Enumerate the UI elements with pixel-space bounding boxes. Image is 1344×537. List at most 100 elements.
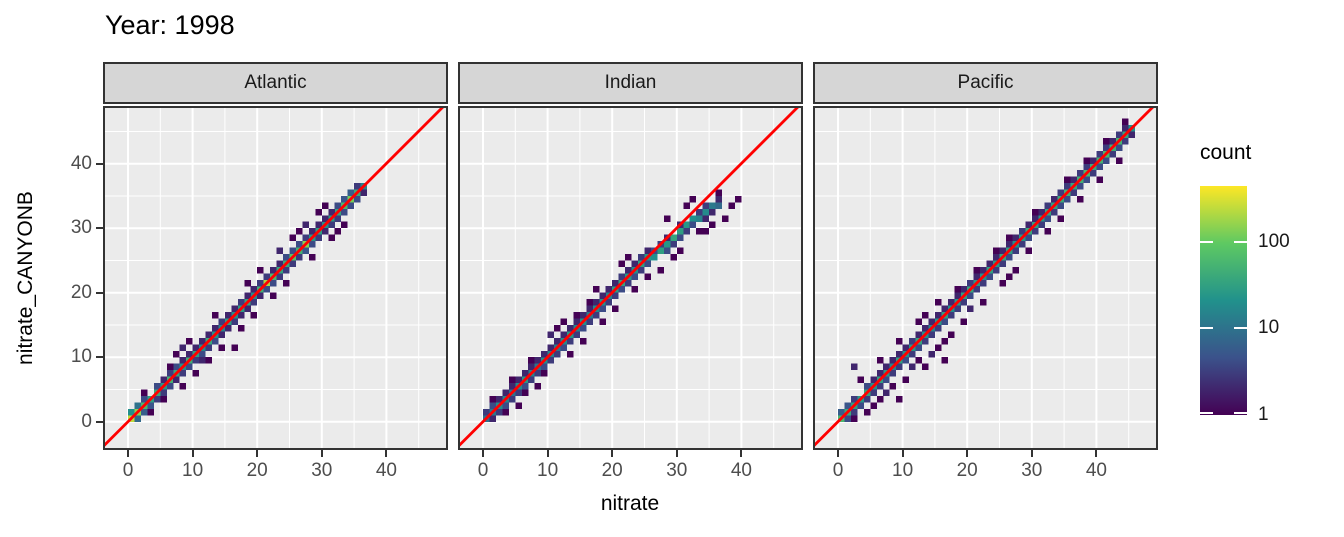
bin [270,279,277,287]
x-axis-tick-label: 10 [182,460,204,481]
bin [579,337,587,345]
bin [483,408,490,416]
bin [1025,221,1032,229]
bin [283,279,290,287]
bin [915,318,922,325]
bin [160,395,167,403]
bin [554,324,561,332]
bin [625,254,632,261]
bin [928,331,935,338]
bin [728,202,735,209]
x-axis-tick [482,450,484,457]
bin [573,318,580,325]
bin [341,195,348,203]
x-axis-tick-label: 10 [537,460,559,481]
bin [560,331,567,338]
bin [954,286,961,293]
bin [573,331,580,338]
bin [528,376,535,384]
x-axis-tick-label: 30 [666,460,688,481]
bin [631,286,639,293]
bin [934,324,942,332]
bin [612,279,619,287]
facet-strip-indian: Indian [458,62,803,104]
bin [276,273,284,280]
x-axis-tick [191,450,194,457]
bin [554,350,561,358]
bin [528,363,535,371]
bin [657,266,664,274]
bin [941,357,948,364]
bin [689,221,697,229]
bin [1057,189,1065,196]
bin [715,189,723,196]
bin [224,312,232,319]
colorbar-tick [1234,327,1247,329]
bin [334,228,342,235]
bin [192,370,200,377]
bin [896,363,903,371]
bin [676,228,684,235]
bin [257,292,264,300]
bin [140,395,148,403]
bin [179,370,187,377]
bin [670,241,677,248]
bin [140,408,148,416]
bin [205,344,212,351]
bin [876,383,884,390]
bin [328,234,335,242]
bin [160,389,167,396]
chart-title: Year: 1998 [105,10,235,40]
bin [334,215,342,222]
bin [186,350,193,358]
bin [541,350,548,358]
bin [218,344,225,351]
bin [521,383,529,390]
bin [1064,183,1071,190]
bin [218,331,225,338]
bin [521,389,529,396]
bin [308,241,316,248]
bin [709,202,716,209]
bin [1025,247,1032,254]
x-axis-tick [675,450,678,457]
bin [1083,163,1090,171]
bin [599,318,606,325]
bin [960,318,968,325]
panel-plot-area [458,106,803,450]
bin [696,215,703,222]
bin [928,318,935,325]
bin [1012,266,1019,274]
y-axis-tick [96,420,103,423]
bin [302,234,309,242]
x-axis-tick-label: 40 [1085,460,1107,481]
bin [1038,208,1045,216]
bin [934,344,942,351]
bin [1122,137,1129,145]
bin [237,299,245,306]
bin [128,408,135,416]
bin [954,292,961,300]
bin [173,350,180,358]
bin [224,324,232,332]
bin [547,331,555,338]
bin [315,234,322,242]
bin [870,376,877,384]
plot-panel-atlantic [103,106,448,450]
bin [715,195,723,203]
bin [993,266,1000,274]
bin [592,312,600,319]
bin [1096,150,1103,158]
y-axis-tick-label: 20 [70,281,92,303]
bin [212,337,219,345]
bin [734,195,742,203]
bin [296,241,303,248]
x-axis-tick [546,450,549,457]
y-axis-tick-label: 10 [70,346,92,368]
bin [244,292,251,300]
bin [1083,176,1090,184]
bin [489,402,496,409]
bin [1077,170,1084,177]
x-axis-tick-label: 20 [956,460,978,481]
bin [696,228,703,235]
